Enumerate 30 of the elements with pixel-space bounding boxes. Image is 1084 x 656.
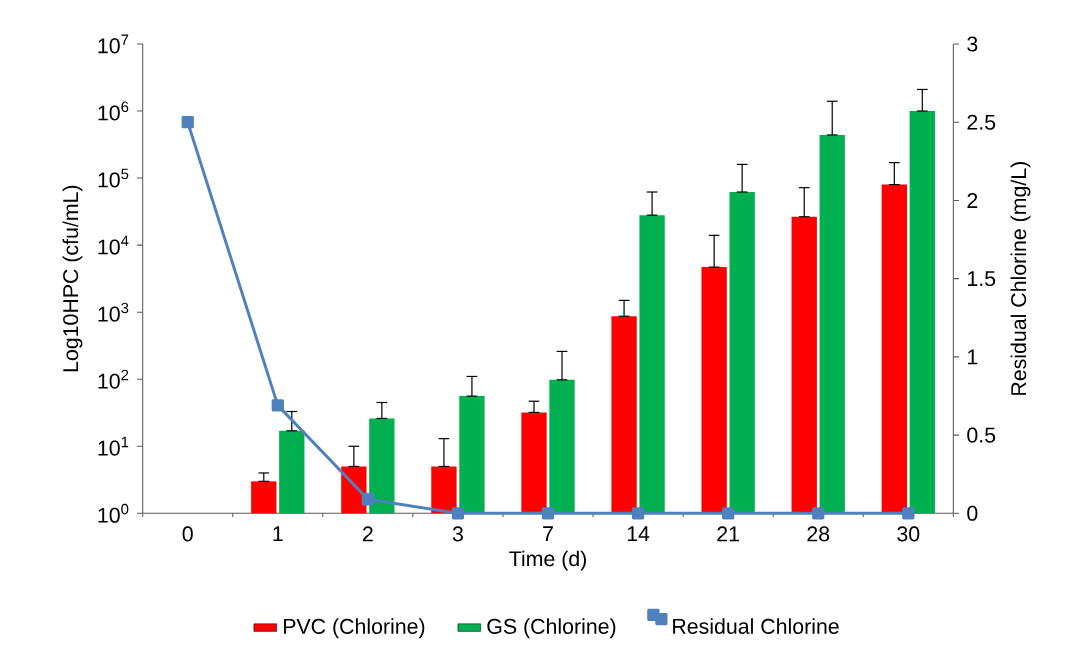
y-tick-label: 10$^{5}$ [98, 168, 129, 188]
y-tick-label: 10$^{1}$ [98, 436, 129, 456]
x-tick-label: 0 [182, 526, 193, 542]
x-tick-label: 3 [452, 526, 463, 542]
x-tick-label: 21 [717, 526, 739, 542]
y2-tick-label: 3 [967, 36, 978, 52]
y2-tick-label: 2 [967, 193, 978, 208]
y2-tick-label: 1 [968, 349, 978, 365]
y-tick-label: 10$^{7}$ [98, 34, 129, 54]
y-tick-label: 10$^{3}$ [98, 302, 129, 322]
y-axis-title: Log10HPC (cfu/mL) [62, 185, 83, 372]
y2-tick-label: 2.5 [967, 114, 996, 130]
y2-tick-label: 1.5 [968, 271, 996, 287]
x-tick-label: 1 [273, 526, 283, 542]
y2-tick-label: 0 [967, 505, 978, 521]
legend-label: PVC (Chlorine) [283, 618, 425, 639]
y-tick-label: 10$^{4}$ [98, 235, 129, 255]
y-tick-label: 10$^{0}$ [98, 503, 129, 523]
legend-label: GS (Chlorine) [487, 618, 616, 639]
x-tick-label: 30 [897, 526, 920, 542]
x-axis-title: Time (d) [509, 550, 586, 571]
y-tick-label: 10$^{2}$ [98, 369, 129, 389]
y2-axis-title: Residual Chlorine (mg/L) [1010, 162, 1031, 395]
y2-tick-label: 0.5 [967, 427, 996, 443]
x-tick-label: 14 [627, 526, 650, 542]
legend-label: Residual Chlorine [673, 618, 839, 634]
x-tick-label: 2 [362, 526, 373, 542]
x-tick-label: 28 [807, 526, 830, 542]
x-tick-label: 7 [543, 526, 553, 542]
y-tick-label: 10$^{6}$ [98, 101, 129, 121]
